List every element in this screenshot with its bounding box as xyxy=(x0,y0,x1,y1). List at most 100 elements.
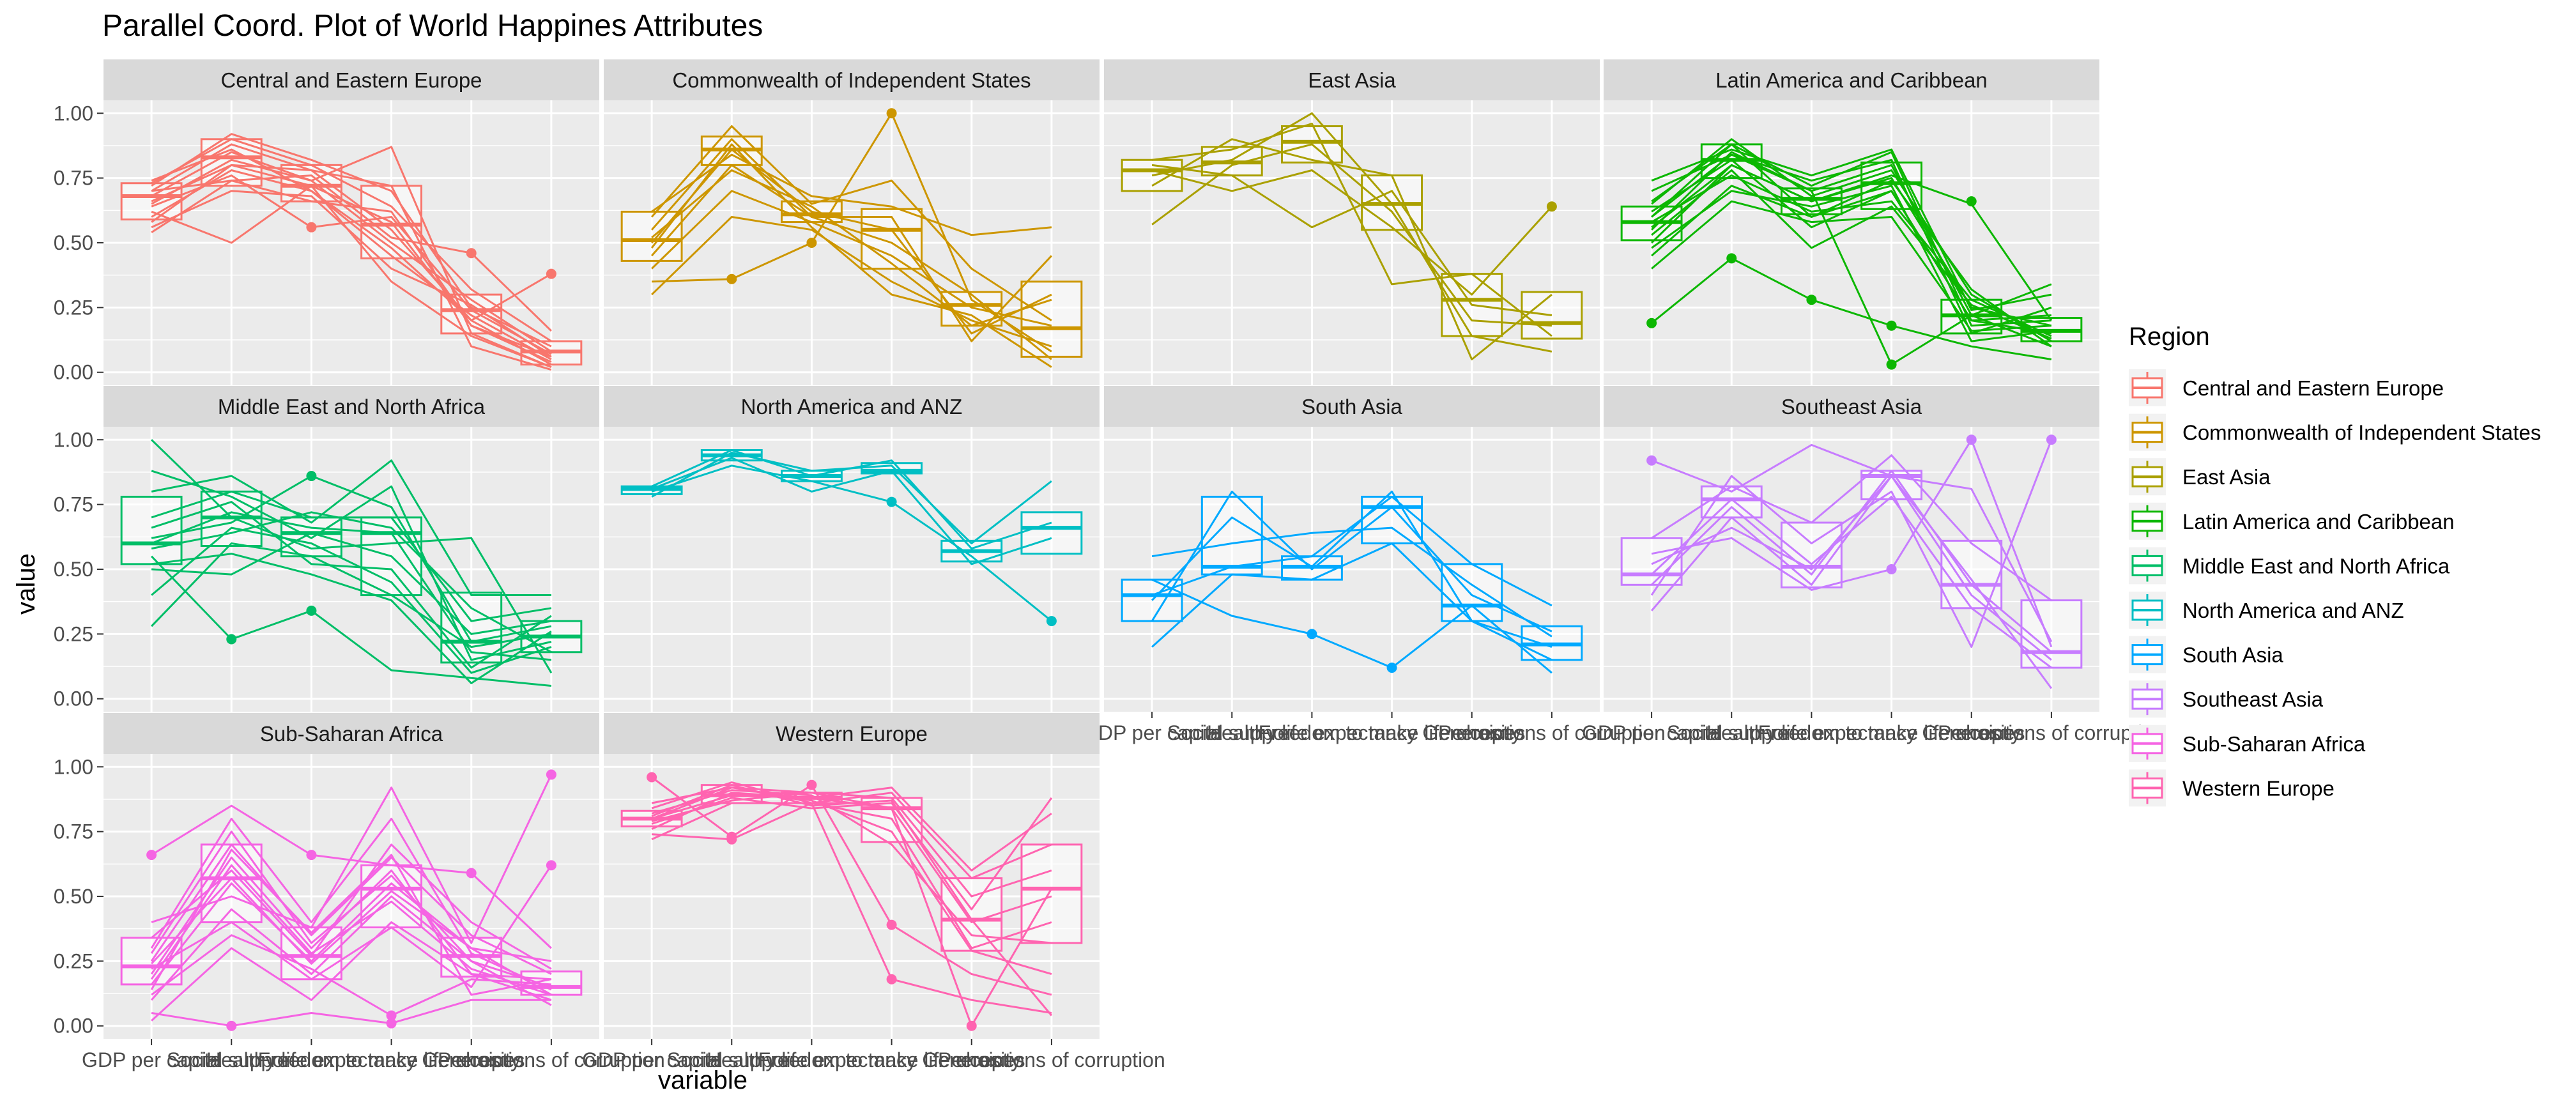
series-line xyxy=(1151,578,1552,674)
facet-east-asia: East Asia xyxy=(1104,59,1600,385)
outlier-point xyxy=(886,496,897,507)
series-line xyxy=(151,164,552,368)
outlier-point xyxy=(1806,295,1817,305)
outlier-point xyxy=(226,634,237,645)
x-tick-label: Generosity xyxy=(1422,721,1521,744)
x-tick-label: Freedom to make life choices xyxy=(758,1048,1025,1071)
outlier-point xyxy=(146,850,157,861)
outlier-point xyxy=(386,1018,397,1029)
series-line xyxy=(151,490,552,622)
y-tick-label: 0.50 xyxy=(54,558,93,581)
outlier-point xyxy=(1886,320,1897,331)
series-line xyxy=(1151,143,1552,327)
x-tick-label: Social support xyxy=(667,1048,797,1071)
facet-strip xyxy=(604,59,1100,100)
x-tick-label: GDP per capita xyxy=(1082,721,1222,744)
outlier-point xyxy=(1886,359,1897,370)
legend-label: South Asia xyxy=(2182,643,2283,667)
legend-label: Commonwealth of Independent States xyxy=(2182,421,2541,445)
series-line xyxy=(151,169,552,360)
series-line xyxy=(151,138,552,342)
x-tick-label: Generosity xyxy=(422,1048,521,1071)
series-line xyxy=(1151,123,1552,337)
series-line xyxy=(1151,542,1552,648)
y-tick-label: 0.00 xyxy=(54,687,93,710)
facet-north-america-and-anz: North America and ANZ xyxy=(604,386,1100,712)
series-line xyxy=(1651,174,2052,337)
series-line xyxy=(151,174,552,355)
facet-central-and-eastern-europe: Central and Eastern Europe 0.00 0.25 0.50 0.… xyxy=(54,59,599,385)
y-axis-title: value xyxy=(12,553,40,615)
x-tick-label: Social support xyxy=(1167,721,1297,744)
series-line xyxy=(651,457,1052,565)
series-line xyxy=(1151,526,1552,638)
box-perceptions-of-corruption xyxy=(1020,843,1083,944)
x-tick-label: Healthy life expectancy xyxy=(707,1048,917,1071)
outlier-point xyxy=(1386,663,1397,673)
facet-middle-east-and-north-africa: Middle East and North Africa 0.00 0.25 0.50… xyxy=(54,386,599,712)
series-line xyxy=(1651,475,2053,643)
outlier-point xyxy=(1307,629,1317,640)
series-line xyxy=(151,143,552,365)
y-tick-label: 1.00 xyxy=(54,428,93,451)
box-perceptions-of-corruption xyxy=(1521,291,1583,340)
series-line xyxy=(150,817,552,991)
outlier-point xyxy=(726,273,737,284)
series-line xyxy=(1651,185,2052,342)
y-tick-label: 1.00 xyxy=(54,755,93,778)
series-line xyxy=(150,848,552,996)
facet-strip-label: Western Europe xyxy=(776,722,928,746)
series-line xyxy=(151,174,552,332)
series-line xyxy=(151,934,551,1016)
outlier-point xyxy=(806,779,817,790)
series-line xyxy=(151,501,552,669)
series-line xyxy=(1651,200,2051,332)
series-line xyxy=(1151,490,1552,661)
series-line xyxy=(1151,490,1552,632)
y-tick-label: 0.50 xyxy=(54,885,93,908)
series-line xyxy=(651,449,1052,550)
series-line xyxy=(151,532,552,635)
y-tick-label: 0.25 xyxy=(54,296,93,319)
legend-label: Middle East and North Africa xyxy=(2182,554,2450,578)
legend-item-southeast-asia: Southeast Asia xyxy=(2129,680,2324,718)
y-tick-label: 1.00 xyxy=(54,102,93,125)
outlier-point xyxy=(647,772,657,783)
outlier-point xyxy=(546,268,556,279)
x-tick-label: Healthy life expectancy xyxy=(1706,721,1917,744)
series-line xyxy=(151,553,552,684)
series-line xyxy=(151,864,553,988)
outlier-point xyxy=(546,769,556,780)
box-social-support xyxy=(1200,495,1263,576)
outlier-point xyxy=(886,108,897,119)
legend-label: Sub-Saharan Africa xyxy=(2182,732,2366,756)
series-line xyxy=(651,464,1052,622)
facet-strip xyxy=(604,713,1100,754)
series-line xyxy=(650,125,1052,321)
x-tick-label: Generosity xyxy=(922,1048,1021,1071)
series-line xyxy=(151,877,552,965)
facet-strip xyxy=(1604,59,2099,100)
series-line xyxy=(151,804,552,949)
series-line xyxy=(151,555,552,687)
series-line xyxy=(651,784,1053,1016)
outlier-point xyxy=(306,471,317,482)
series-line xyxy=(151,146,552,368)
outlier-point xyxy=(726,834,737,845)
series-line xyxy=(652,112,1052,353)
legend-label: Southeast Asia xyxy=(2182,687,2324,711)
x-tick-label: Perceptions of corruption xyxy=(1938,721,2165,744)
legend-label: Western Europe xyxy=(2182,776,2334,800)
box-gdp-per-capita xyxy=(1620,537,1683,586)
series-line xyxy=(1651,153,2052,366)
outlier-point xyxy=(466,248,477,259)
x-tick-label: Freedom to make life choices xyxy=(1758,721,2025,744)
legend-item-east-asia: East Asia xyxy=(2129,458,2271,496)
series-line xyxy=(150,831,552,1006)
x-tick-label: Perceptions of corruption xyxy=(1438,721,1666,744)
outlier-point xyxy=(1046,616,1057,627)
series-line xyxy=(151,542,552,648)
series-line xyxy=(651,802,1052,949)
facet-strip-label: East Asia xyxy=(1308,68,1396,92)
series-line xyxy=(151,470,552,661)
